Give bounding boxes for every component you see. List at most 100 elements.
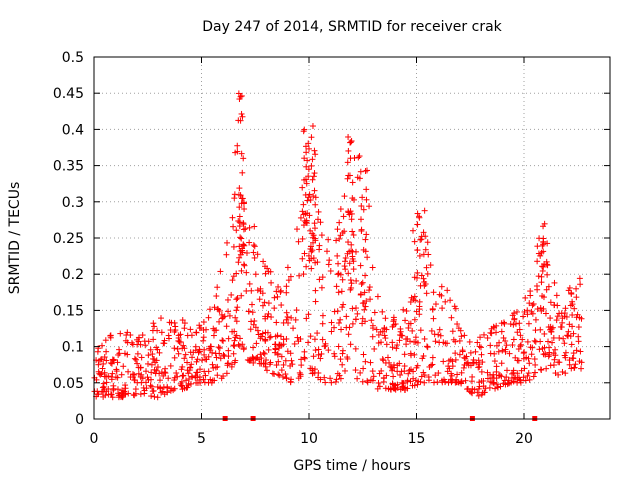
data-point	[383, 372, 390, 379]
data-point	[382, 335, 389, 342]
data-point	[497, 383, 504, 390]
data-points	[91, 90, 585, 401]
data-point	[237, 335, 244, 342]
data-point	[122, 337, 129, 344]
data-point	[319, 312, 326, 319]
data-point	[259, 330, 266, 337]
data-point	[142, 379, 149, 386]
data-point	[477, 334, 484, 341]
data-point	[232, 314, 239, 321]
data-point	[358, 202, 365, 209]
data-point	[578, 315, 585, 322]
data-point	[260, 258, 267, 265]
data-point	[234, 148, 241, 155]
data-point	[334, 226, 341, 233]
data-point	[151, 323, 158, 330]
data-point	[137, 341, 144, 348]
data-point	[480, 377, 487, 384]
data-point	[359, 194, 366, 201]
data-point	[350, 231, 357, 238]
data-point	[449, 328, 456, 335]
data-point	[275, 283, 282, 290]
data-point	[432, 301, 439, 308]
data-point	[338, 288, 345, 295]
data-point	[134, 350, 141, 357]
data-point	[445, 379, 452, 386]
data-point	[194, 356, 201, 363]
data-point	[277, 289, 284, 296]
data-point	[140, 384, 147, 391]
data-point	[285, 319, 292, 326]
y-tick-label: 0.1	[62, 340, 84, 356]
data-point	[540, 263, 547, 270]
data-point	[545, 353, 552, 360]
data-point	[461, 361, 468, 368]
data-point	[512, 354, 519, 361]
data-point	[248, 356, 255, 363]
data-point	[389, 323, 396, 330]
data-point	[348, 284, 355, 291]
data-point	[271, 305, 278, 312]
data-point	[359, 279, 366, 286]
data-point	[144, 374, 151, 381]
data-point	[122, 382, 129, 389]
data-point	[364, 379, 371, 386]
data-point	[521, 349, 528, 356]
data-point	[251, 243, 258, 250]
data-point	[308, 162, 315, 169]
data-point	[418, 373, 425, 380]
data-point	[553, 317, 560, 324]
data-point	[305, 173, 312, 180]
data-point	[569, 301, 576, 308]
data-point	[364, 377, 371, 384]
data-point	[275, 371, 282, 378]
data-point	[527, 292, 534, 299]
data-point	[509, 341, 516, 348]
data-point	[206, 345, 213, 352]
data-point	[284, 313, 291, 320]
data-point	[301, 250, 308, 257]
data-point	[165, 332, 172, 339]
data-point	[230, 350, 237, 357]
data-point	[421, 372, 428, 379]
data-point	[341, 367, 348, 374]
data-point	[142, 342, 149, 349]
data-point	[369, 333, 376, 340]
data-point	[374, 293, 381, 300]
data-point	[352, 367, 359, 374]
data-point	[407, 350, 414, 357]
data-point	[220, 337, 227, 344]
data-point	[403, 341, 410, 348]
data-point	[151, 356, 158, 363]
data-point	[405, 370, 412, 377]
data-point	[421, 282, 428, 289]
data-point	[241, 205, 248, 212]
data-point	[573, 314, 580, 321]
data-point	[303, 315, 310, 322]
data-point	[212, 350, 219, 357]
data-point	[468, 389, 475, 396]
data-point	[187, 326, 194, 333]
data-point	[137, 374, 144, 381]
data-point	[184, 359, 191, 366]
data-point	[421, 335, 428, 342]
data-point	[357, 168, 364, 175]
data-point	[172, 323, 179, 330]
data-point	[114, 359, 121, 366]
data-point	[364, 167, 371, 174]
data-point	[503, 374, 510, 381]
data-point	[380, 357, 387, 364]
data-point	[224, 239, 231, 246]
data-point	[397, 386, 404, 393]
data-point	[482, 385, 489, 392]
data-point	[156, 349, 163, 356]
data-point	[561, 310, 568, 317]
data-point	[510, 336, 517, 343]
data-point	[432, 372, 439, 379]
data-point	[525, 370, 532, 377]
data-point	[177, 339, 184, 346]
data-point	[336, 235, 343, 242]
data-point	[493, 342, 500, 349]
data-point	[271, 294, 278, 301]
data-point	[154, 364, 161, 371]
